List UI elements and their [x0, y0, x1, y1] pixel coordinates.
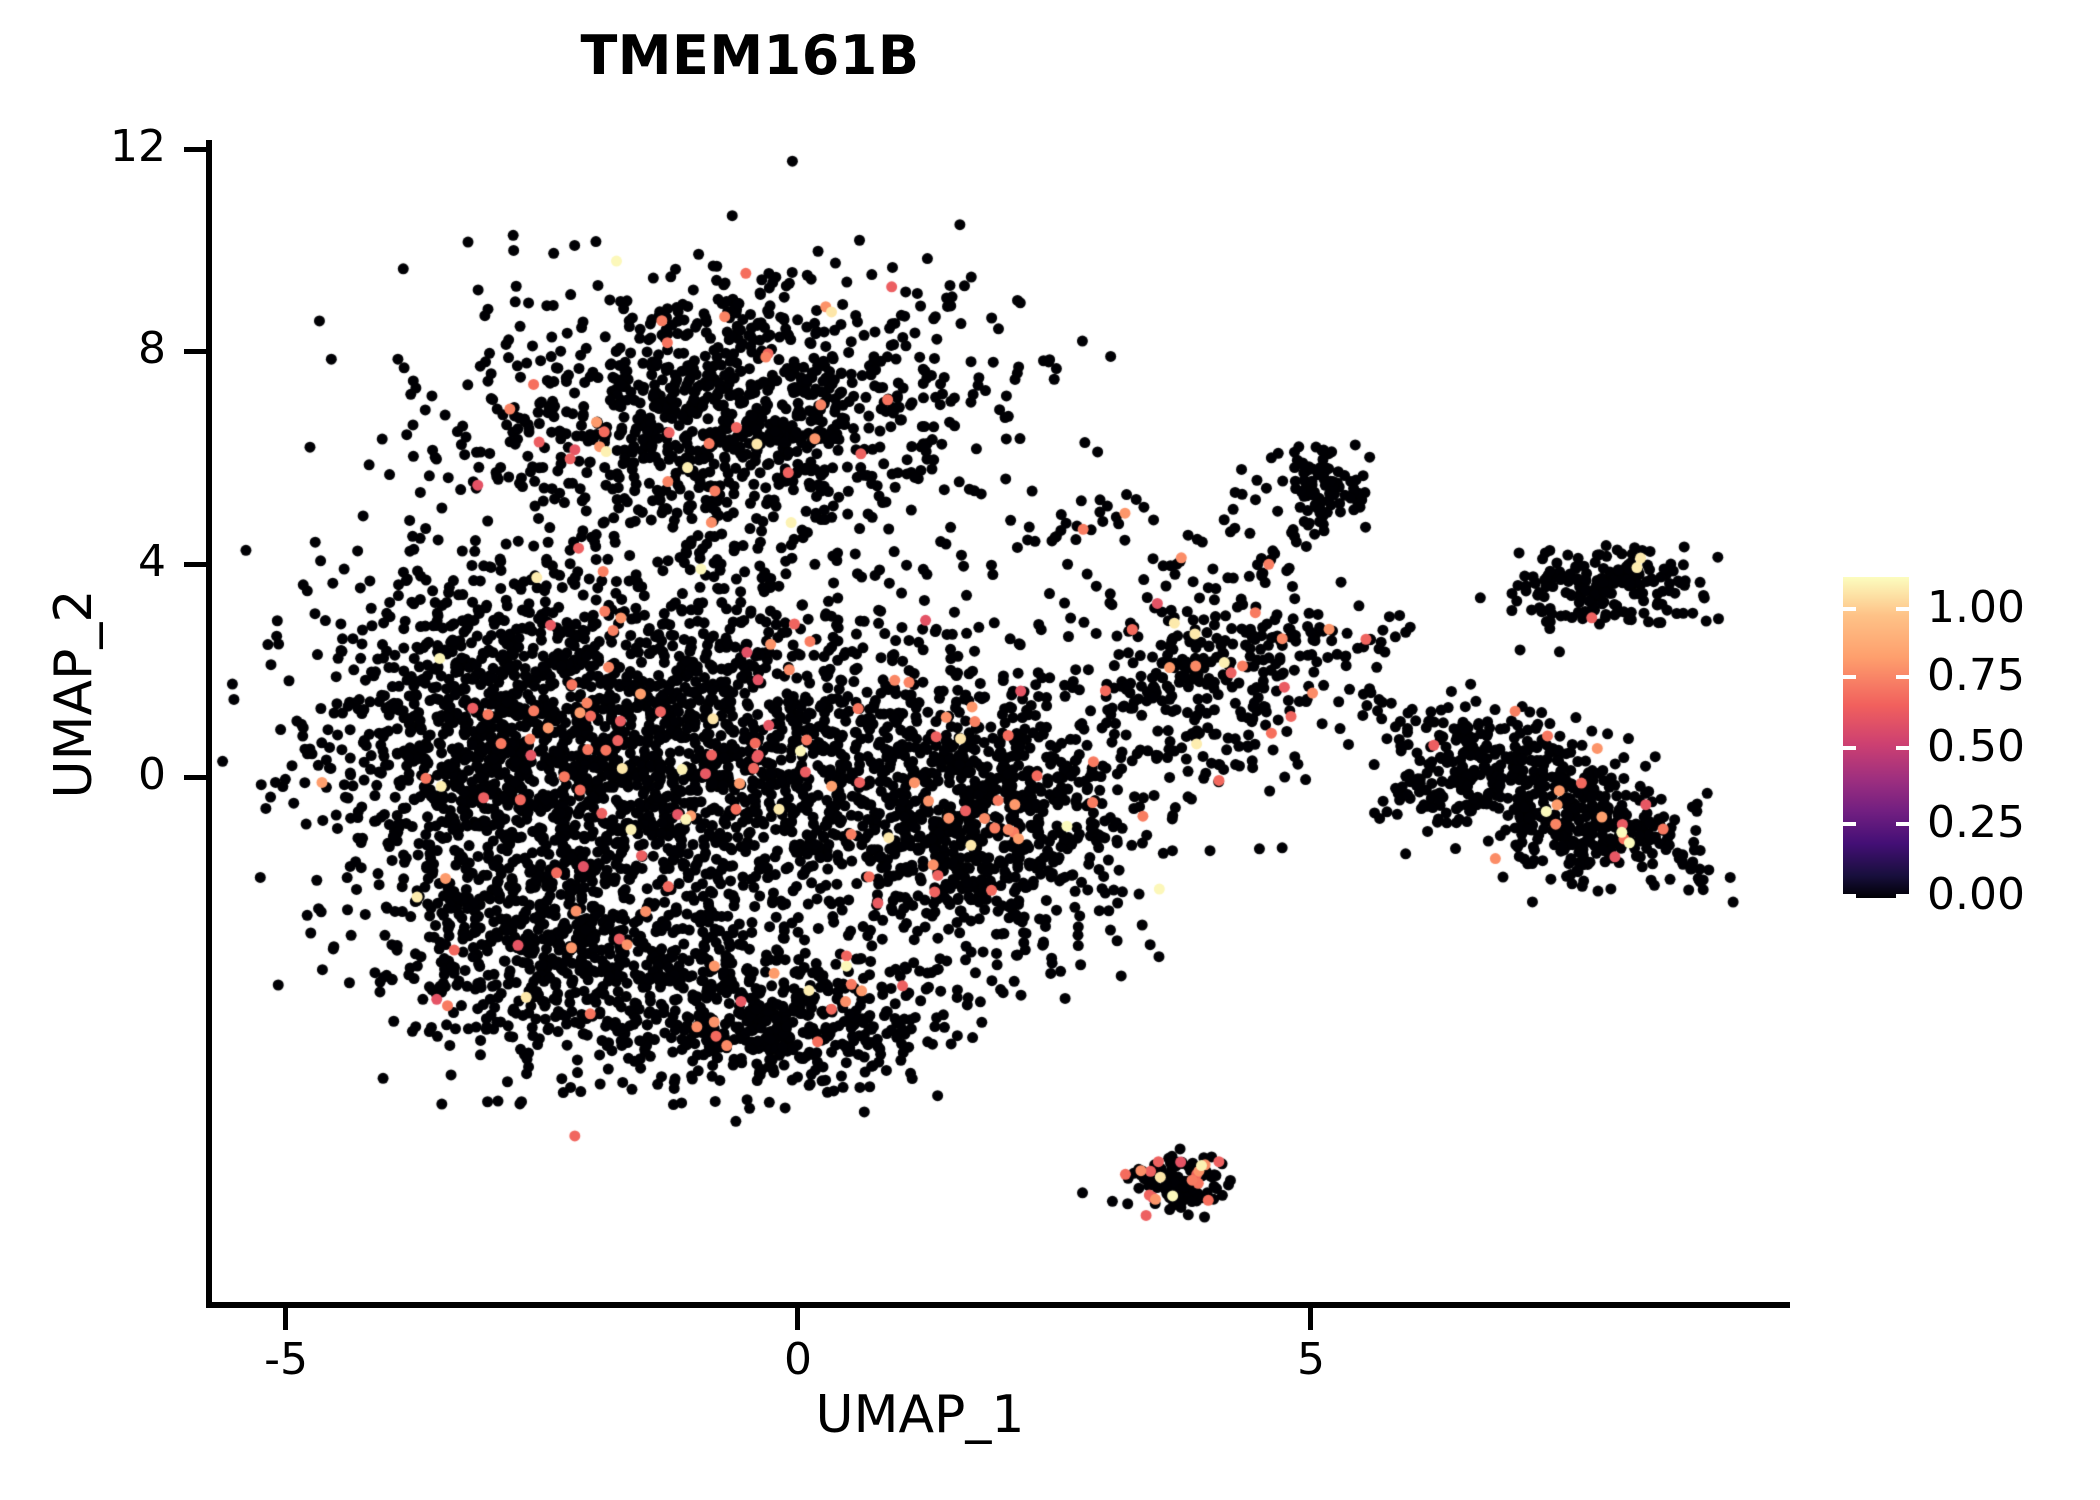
colorbar-gradient: [1843, 577, 1909, 898]
x-tick-mark-0: [795, 1308, 800, 1330]
y-tick-label-0: 0: [138, 749, 166, 800]
y-tick-label-8: 8: [138, 323, 166, 374]
colorbar-tick-050-left: [1843, 746, 1856, 750]
x-tick-mark-5: [1308, 1308, 1313, 1330]
colorbar-tick-100-left: [1843, 607, 1856, 611]
x-tick-label-5: 5: [1297, 1334, 1325, 1385]
colorbar-tick-075-right: [1896, 675, 1909, 679]
y-tick-mark-8: [184, 349, 206, 354]
colorbar-tick-000-right: [1896, 894, 1909, 898]
scatter-canvas: [210, 140, 1790, 1305]
colorbar-label-100: 1.00: [1927, 582, 2025, 633]
y-tick-mark-0: [184, 775, 206, 780]
colorbar-label-050: 0.50: [1927, 721, 2025, 772]
x-axis-spine: [206, 1302, 1790, 1308]
colorbar-tick-050-right: [1896, 746, 1909, 750]
colorbar-label-000: 0.00: [1927, 869, 2025, 920]
colorbar-tick-025-left: [1843, 822, 1856, 826]
y-tick-mark-12: [184, 147, 206, 152]
x-tick-mark-neg5: [283, 1308, 288, 1330]
colorbar-tick-025-right: [1896, 822, 1909, 826]
x-tick-label-0: 0: [784, 1334, 812, 1385]
colorbar-label-075: 0.75: [1927, 650, 2025, 701]
scatter-plot-area: [210, 140, 1790, 1305]
y-tick-mark-4: [184, 562, 206, 567]
y-tick-label-12: 12: [110, 121, 166, 172]
colorbar-tick-000-left: [1843, 894, 1856, 898]
x-axis-title: UMAP_1: [815, 1385, 1025, 1445]
colorbar-tick-100-right: [1896, 607, 1909, 611]
y-tick-label-4: 4: [138, 536, 166, 587]
colorbar-tick-075-left: [1843, 675, 1856, 679]
page-title: TMEM161B: [580, 24, 920, 87]
y-axis-spine: [206, 140, 212, 1308]
x-tick-label-neg5: -5: [264, 1334, 308, 1385]
colorbar-label-025: 0.25: [1927, 797, 2025, 848]
y-axis-title: UMAP_2: [44, 589, 104, 799]
